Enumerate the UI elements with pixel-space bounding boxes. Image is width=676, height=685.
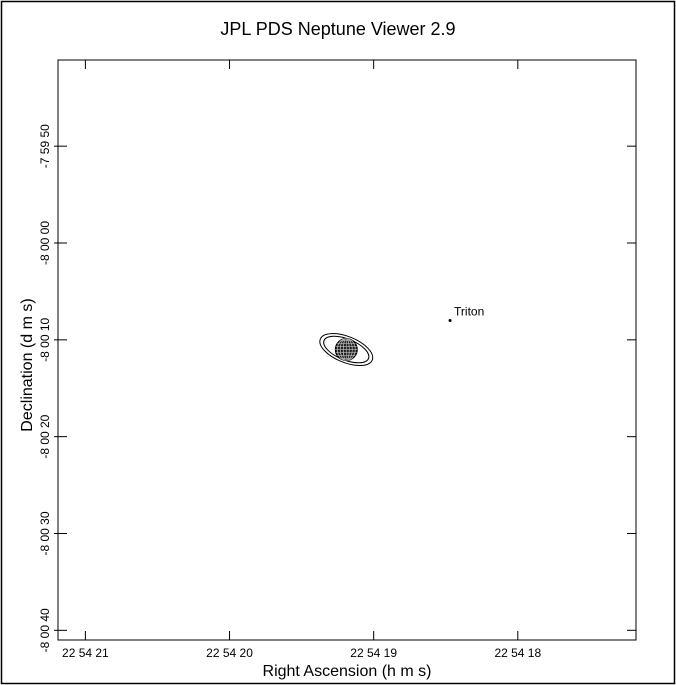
x-tick-label: 22 54 21 — [62, 646, 109, 660]
y-tick-label: -7 59 50 — [38, 124, 52, 168]
moon-label: Triton — [454, 305, 484, 319]
plot-frame — [57, 59, 637, 641]
y-tick-label: -8 00 40 — [38, 608, 52, 652]
x-axis-label: Right Ascension (h m s) — [263, 663, 432, 680]
y-tick-label: -8 00 00 — [38, 221, 52, 265]
grid-line — [339, 338, 353, 361]
x-tick-label: 22 54 20 — [206, 646, 253, 660]
moon — [448, 318, 452, 322]
y-tick-label: -8 00 10 — [38, 317, 52, 361]
planet — [319, 333, 374, 366]
y-tick-label: -8 00 20 — [38, 414, 52, 458]
chart-title: JPL PDS Neptune Viewer 2.9 — [220, 19, 455, 39]
x-tick-label: 22 54 19 — [350, 646, 397, 660]
y-axis-label: Declination (d m s) — [19, 298, 36, 431]
ring — [319, 333, 374, 366]
x-tick-label: 22 54 18 — [494, 646, 541, 660]
planet-grid — [335, 338, 358, 361]
grid-line — [336, 338, 356, 361]
grid-line — [342, 338, 350, 361]
y-tick-label: -8 00 30 — [38, 511, 52, 555]
